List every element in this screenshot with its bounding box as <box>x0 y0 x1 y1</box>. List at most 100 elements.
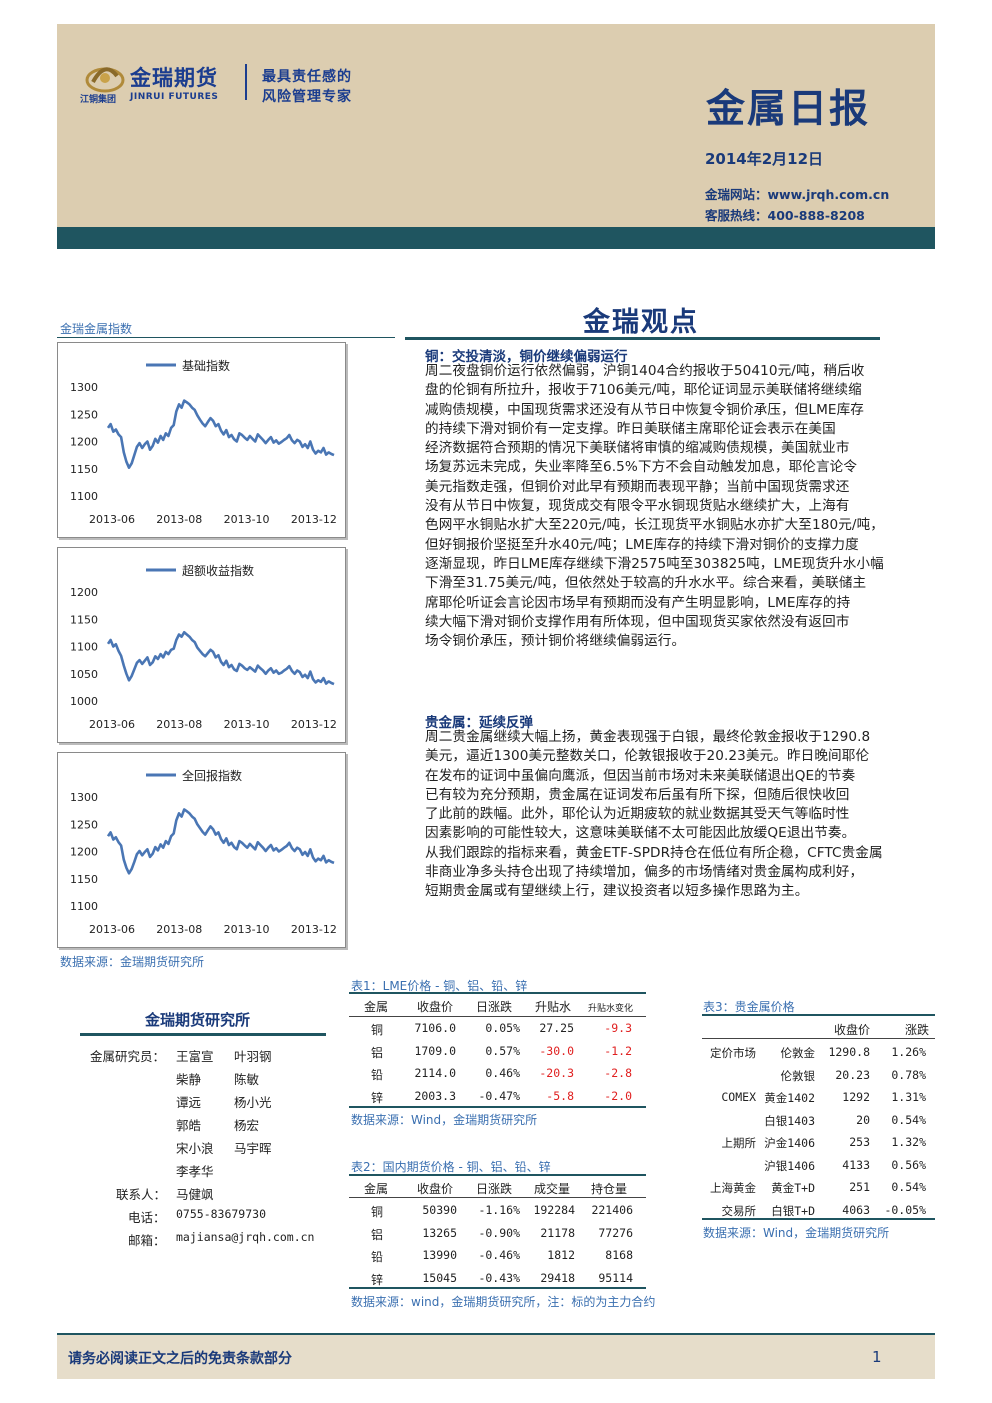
staff-name: 杨宏 <box>234 1118 260 1133</box>
footer-rule <box>57 1333 935 1335</box>
footer-band <box>57 1335 935 1379</box>
page-number: 1 <box>872 1348 882 1366</box>
table3-caption: 表3：贵金属价格 <box>703 1000 795 1014</box>
table2-metal-cell: 铜 <box>371 1205 384 1219</box>
logo-divider <box>245 64 247 100</box>
table1-bottom-rule <box>349 1106 646 1108</box>
table3-close-cell: 4063 <box>842 1202 870 1217</box>
table2-volume-cell: 29418 <box>540 1270 575 1285</box>
y-tick-label: 1100 <box>70 900 98 913</box>
chart-total-return-index: 全回报指数 1100 1150 1200 1250 1300 2013-06 2013-08 2… <box>57 752 346 948</box>
table2-change-cell: -0.90% <box>478 1225 520 1240</box>
y-tick-label: 1150 <box>70 873 98 886</box>
table3-header: 涨跌 <box>905 1023 930 1037</box>
copper-body: 周二夜盘铜价运行依然偏弱，沪铜1404合约报收于50410元/吨，稍后收 盘的伦… <box>425 363 884 650</box>
chart-total-return-index-svg: 全回报指数 1100 1150 1200 1250 1300 2013-06 2013-08 2… <box>70 768 337 936</box>
table1-change-cell: 0.46% <box>485 1066 520 1080</box>
y-tick-label: 1000 <box>70 695 98 708</box>
table3-market-cell: 交易所 <box>721 1203 757 1218</box>
slogan-line-1: 最具责任感的 <box>262 69 352 85</box>
logo-english: JINRUI FUTURES <box>130 92 219 102</box>
y-tick-label: 1150 <box>70 613 98 626</box>
staff-name: 马宇晖 <box>234 1141 272 1156</box>
table3-source: 数据来源：Wind，金瑞期货研究所 <box>703 1226 890 1240</box>
x-tick-label: 2013-10 <box>224 718 270 731</box>
table3-head-rule <box>702 1038 935 1039</box>
table3-close-cell: 253 <box>849 1135 870 1149</box>
table1-head-rule <box>349 1016 646 1017</box>
table3-contract-cell: 黄金1402 <box>764 1091 815 1105</box>
logo-name: 金瑞期货 <box>130 66 218 90</box>
staff-name: 李孝华 <box>176 1164 214 1179</box>
x-tick-label: 2013-12 <box>291 718 337 731</box>
staff-name: 宋小浪 <box>176 1141 214 1156</box>
website-link[interactable]: 金瑞网站：www.jrqh.com.cn <box>705 187 890 202</box>
table3-contract-cell: 沪银1406 <box>764 1158 815 1173</box>
x-tick-label: 2013-12 <box>291 923 337 936</box>
email-link[interactable]: majiansa@jrqh.com.cn <box>176 1230 315 1244</box>
table1-change-cell: -0.47% <box>478 1088 520 1103</box>
table1-header: 收盘价 <box>417 1000 454 1014</box>
legend-label: 超额收益指数 <box>182 563 254 578</box>
table1-top-rule <box>349 992 646 994</box>
table1-close-cell: 7106.0 <box>414 1021 456 1035</box>
table3-top-rule <box>702 1014 935 1016</box>
staff-name: 王富宣 <box>176 1049 214 1064</box>
table1-metal-cell: 铝 <box>371 1045 384 1060</box>
table1-basis-change-cell: -1.2 <box>604 1043 632 1058</box>
table3-header: 收盘价 <box>834 1023 871 1037</box>
table2-change-cell: -0.43% <box>478 1270 520 1285</box>
copper-heading: 铜：交投清淡，铜价继续偏弱运行 <box>425 349 628 365</box>
series-line <box>106 631 335 686</box>
table2-volume-cell: 21178 <box>540 1225 575 1240</box>
table1-close-cell: 1709.0 <box>414 1043 456 1058</box>
table3-close-cell: 251 <box>849 1180 870 1194</box>
table2-close-cell: 15045 <box>422 1270 457 1285</box>
index-panel-label: 金瑞金属指数 <box>60 322 133 336</box>
table1-metal-cell: 锌 <box>371 1090 384 1105</box>
table1-basis-cell: 27.25 <box>539 1021 574 1035</box>
chart-excess-return-index: 超额收益指数 1000 1050 1100 1150 1200 2013-06 2013-08… <box>57 547 346 743</box>
table2-metal-cell: 铅 <box>371 1250 384 1264</box>
table2-close-cell: 13990 <box>422 1248 457 1262</box>
phone-label: 电话： <box>128 1210 166 1225</box>
contact-label: 联系人： <box>116 1187 167 1202</box>
staff-name: 郭皓 <box>176 1118 202 1133</box>
staff-name: 陈敏 <box>234 1072 260 1087</box>
table2-oi-cell: 221406 <box>591 1203 633 1217</box>
table3-contract-cell: 黄金T+D <box>771 1181 815 1195</box>
y-tick-label: 1100 <box>70 641 98 654</box>
table2-oi-cell: 95114 <box>598 1270 633 1285</box>
table1-header: 日涨跌 <box>476 1000 513 1014</box>
table2-close-cell: 13265 <box>422 1225 457 1240</box>
table3-contract-cell: 沪金1406 <box>764 1136 815 1150</box>
table3-change-cell: 1.32% <box>891 1135 926 1149</box>
table3-change-cell: 0.56% <box>891 1157 926 1172</box>
y-tick-label: 1250 <box>70 408 98 421</box>
staff-name: 柴静 <box>176 1072 202 1087</box>
table3-change-cell: 1.26% <box>891 1045 926 1059</box>
table3-close-cell: 1290.8 <box>828 1045 870 1059</box>
table2-header: 成交量 <box>534 1182 571 1196</box>
research-title: 金瑞期货研究所 <box>145 1011 251 1029</box>
x-tick-label: 2013-10 <box>224 923 270 936</box>
x-tick-label: 2013-12 <box>291 513 337 526</box>
y-tick-label: 1200 <box>70 586 98 599</box>
email-label: 邮箱： <box>128 1233 166 1248</box>
staff-name: 谭远 <box>176 1095 202 1110</box>
table3-market-cell: 上期所 <box>721 1136 757 1150</box>
table2-close-cell: 50390 <box>422 1203 457 1217</box>
table3-contract-cell: 伦敦银 <box>780 1068 816 1083</box>
table3-change-cell: 0.54% <box>891 1112 926 1127</box>
table1-change-cell: 0.05% <box>485 1021 520 1035</box>
slogan-line-2: 风险管理专家 <box>262 89 352 105</box>
report-date: 2014年2月12日 <box>705 150 824 168</box>
staff-name: 杨小光 <box>234 1095 272 1110</box>
y-tick-label: 1300 <box>70 381 98 394</box>
table3-contract-cell: 伦敦金 <box>780 1046 816 1060</box>
table1-close-cell: 2114.0 <box>414 1066 456 1080</box>
legend-label: 基础指数 <box>182 358 230 373</box>
x-tick-label: 2013-06 <box>89 923 135 936</box>
table1-basis-cell: -20.3 <box>539 1066 574 1080</box>
header-bar <box>57 227 935 249</box>
